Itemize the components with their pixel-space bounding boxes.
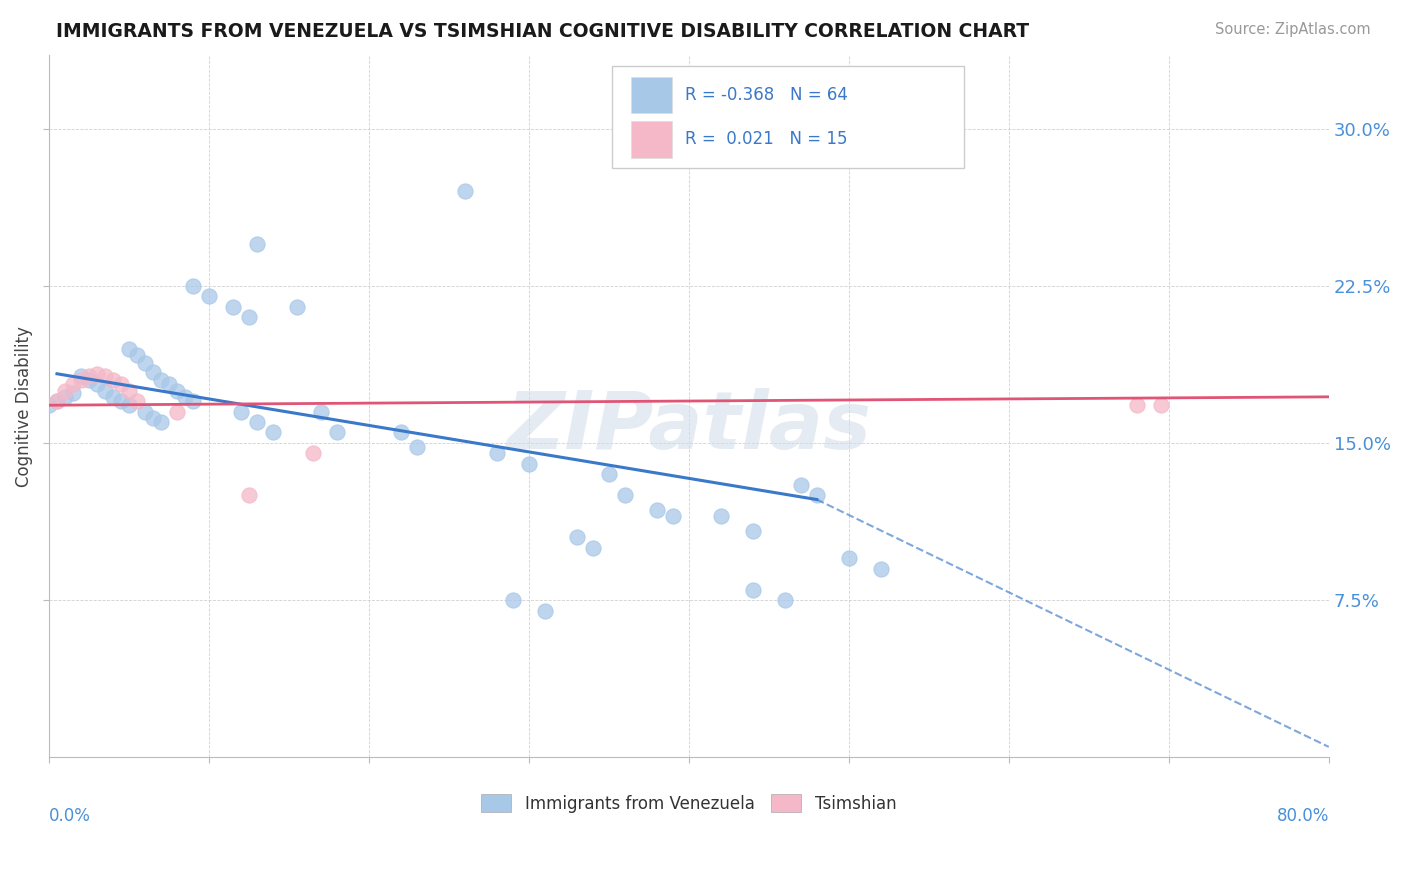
Point xyxy=(262,425,284,440)
Point xyxy=(77,373,100,387)
Text: Source: ZipAtlas.com: Source: ZipAtlas.com xyxy=(1215,22,1371,37)
Point xyxy=(174,390,197,404)
Point xyxy=(741,524,763,538)
Point xyxy=(118,384,141,398)
Point xyxy=(70,373,93,387)
Point xyxy=(238,488,260,502)
Point xyxy=(773,593,796,607)
Point xyxy=(110,394,132,409)
Point xyxy=(222,300,245,314)
Point xyxy=(62,377,84,392)
Point xyxy=(285,300,308,314)
Point xyxy=(613,488,636,502)
Point xyxy=(53,384,76,398)
Point xyxy=(166,384,188,398)
Point xyxy=(598,467,620,482)
Point xyxy=(485,446,508,460)
Text: ZIPatlas: ZIPatlas xyxy=(506,388,872,467)
Point xyxy=(1150,398,1173,412)
Text: 0.0%: 0.0% xyxy=(49,806,91,824)
Point xyxy=(110,377,132,392)
Point xyxy=(101,390,124,404)
Point xyxy=(662,509,685,524)
Point xyxy=(142,365,165,379)
Point xyxy=(326,425,349,440)
Point xyxy=(62,385,84,400)
Point xyxy=(125,394,148,409)
FancyBboxPatch shape xyxy=(612,66,965,168)
Bar xyxy=(631,121,672,158)
Point xyxy=(517,457,540,471)
Point xyxy=(101,373,124,387)
Point xyxy=(869,562,891,576)
Point xyxy=(806,488,828,502)
Point xyxy=(77,368,100,383)
Point xyxy=(118,342,141,356)
Point xyxy=(246,236,269,251)
Point xyxy=(134,356,156,370)
Point xyxy=(134,404,156,418)
Point xyxy=(157,377,180,392)
Point xyxy=(70,368,93,383)
Point xyxy=(1126,398,1149,412)
Point xyxy=(406,440,429,454)
Point xyxy=(534,604,557,618)
Point xyxy=(86,377,108,392)
Text: 80.0%: 80.0% xyxy=(1277,806,1329,824)
Point xyxy=(166,404,188,418)
Point xyxy=(198,289,221,303)
Point xyxy=(149,415,172,429)
Bar xyxy=(631,77,672,113)
Y-axis label: Cognitive Disability: Cognitive Disability xyxy=(15,326,32,487)
Point xyxy=(565,530,588,544)
Point xyxy=(502,593,524,607)
Point xyxy=(246,415,269,429)
Point xyxy=(238,310,260,325)
Point xyxy=(38,398,60,412)
Point xyxy=(86,367,108,381)
Text: R =  0.021   N = 15: R = 0.021 N = 15 xyxy=(685,130,848,148)
Point xyxy=(118,398,141,412)
Point xyxy=(94,368,117,383)
Point xyxy=(645,503,668,517)
Point xyxy=(582,541,605,555)
Point xyxy=(309,404,332,418)
Point xyxy=(149,373,172,387)
Point xyxy=(838,551,860,566)
Text: IMMIGRANTS FROM VENEZUELA VS TSIMSHIAN COGNITIVE DISABILITY CORRELATION CHART: IMMIGRANTS FROM VENEZUELA VS TSIMSHIAN C… xyxy=(56,22,1029,41)
Point xyxy=(389,425,412,440)
Point xyxy=(710,509,733,524)
Point xyxy=(125,348,148,362)
Point xyxy=(94,384,117,398)
Point xyxy=(790,478,813,492)
Point xyxy=(741,582,763,597)
Point xyxy=(302,446,325,460)
Point xyxy=(46,394,69,409)
Point xyxy=(229,404,252,418)
Point xyxy=(142,410,165,425)
Point xyxy=(454,185,477,199)
Legend: Immigrants from Venezuela, Tsimshian: Immigrants from Venezuela, Tsimshian xyxy=(475,788,903,819)
Point xyxy=(181,278,204,293)
Text: R = -0.368   N = 64: R = -0.368 N = 64 xyxy=(685,87,848,104)
Point xyxy=(46,394,69,409)
Point xyxy=(53,390,76,404)
Point xyxy=(181,394,204,409)
